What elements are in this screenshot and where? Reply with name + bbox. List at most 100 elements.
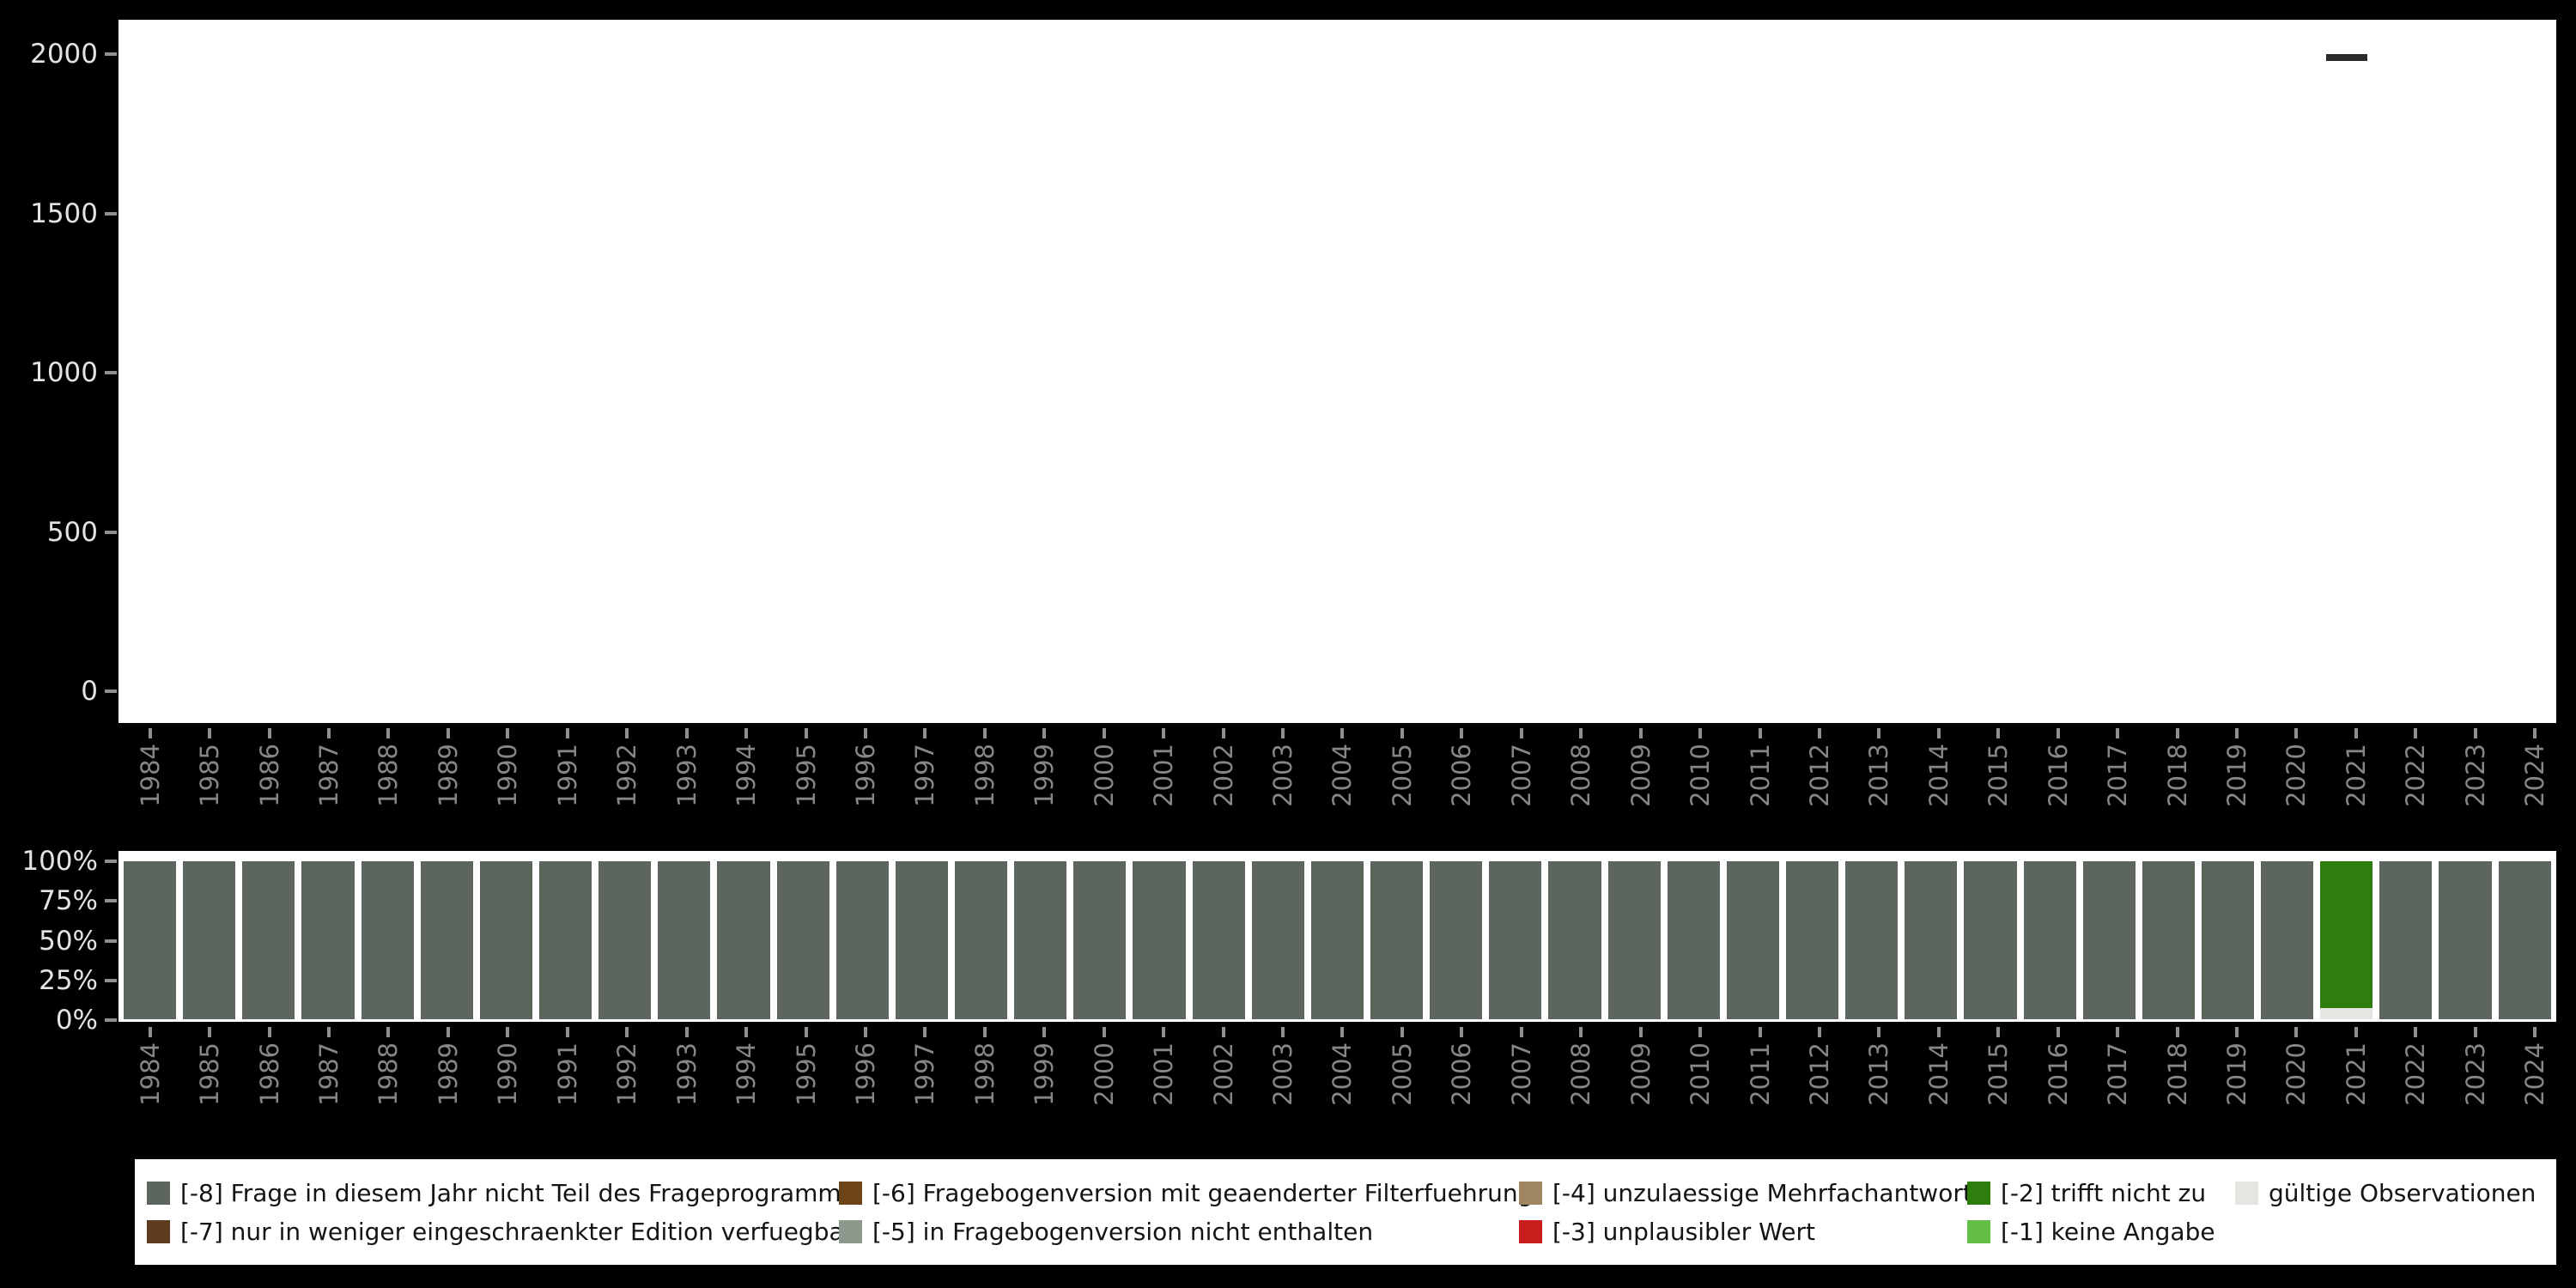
stacked-bar-2013	[1845, 861, 1899, 1019]
year-label: 2018	[2162, 1042, 2192, 1106]
year-label: 2018	[2162, 744, 2192, 807]
x-tick-cell: 2018	[2151, 1027, 2203, 1140]
x-tickmark	[1936, 1027, 1941, 1037]
x-tickmark	[208, 728, 212, 738]
x-tickmark	[2533, 1027, 2537, 1037]
year-label: 1994	[732, 1042, 762, 1106]
x-tick-cell: 2004	[1316, 728, 1369, 841]
x-tick-cell: 1991	[541, 728, 593, 841]
x-tickmark	[1221, 728, 1225, 738]
count-column-2024	[2499, 20, 2551, 723]
year-label: 2004	[1327, 1042, 1358, 1106]
x-tick-cell: 2006	[1436, 1027, 1488, 1140]
x-tick-cell: 1994	[720, 1027, 772, 1140]
count-column-1990	[480, 20, 532, 723]
year-label: 1996	[850, 744, 880, 807]
bar-segment-m8	[479, 861, 532, 1019]
year-label: 2017	[2103, 1042, 2133, 1106]
x-tick-cell: 2018	[2151, 728, 2203, 841]
y-tickmark	[105, 371, 117, 374]
year-label: 2020	[2281, 1042, 2312, 1106]
bar-segment-m8	[420, 861, 473, 1019]
bar-segment-m8	[2498, 861, 2551, 1019]
x-tick-cell: 2004	[1316, 1027, 1369, 1140]
count-column-2022	[2379, 20, 2432, 723]
x-tick-cell: 2008	[1555, 728, 1607, 841]
count-column-2023	[2439, 20, 2491, 723]
year-label: 2012	[1804, 744, 1834, 807]
bar-segment-m8	[1430, 861, 1483, 1019]
x-tickmark	[1400, 728, 1404, 738]
year-label: 1990	[493, 744, 523, 807]
x-tick-cell: 1988	[362, 728, 415, 841]
x-tickmark	[982, 728, 987, 738]
stacked-bar-1995	[776, 861, 829, 1019]
bar-segment-m8	[2261, 861, 2314, 1019]
count-column-2010	[1668, 20, 1720, 723]
x-tick-cell: 2013	[1853, 1027, 1905, 1140]
x-tick-cell: 1988	[362, 1027, 415, 1140]
x-tickmark	[863, 728, 867, 738]
x-tick-cell: 2016	[2032, 728, 2084, 841]
bar-segment-m8	[717, 861, 770, 1019]
x-tick-cell: 2007	[1495, 728, 1547, 841]
y-tick-label: 0	[81, 676, 98, 707]
count-chart-plot-area	[118, 20, 2556, 723]
x-tick-cell: 2002	[1197, 728, 1249, 841]
x-tickmark	[148, 1027, 152, 1037]
x-tickmark	[1638, 728, 1643, 738]
legend-label: [-5] in Fragebogenversion nicht enthalte…	[872, 1217, 1374, 1246]
year-label: 1998	[969, 744, 999, 807]
x-tickmark	[923, 1027, 927, 1037]
year-label: 2003	[1268, 744, 1298, 807]
stacked-bar-1999	[1014, 861, 1067, 1019]
y-tick-label: 500	[46, 516, 98, 548]
x-tickmark	[1340, 1027, 1345, 1037]
year-label: 2022	[2401, 744, 2431, 807]
x-tick-cell: 2022	[2390, 1027, 2442, 1140]
x-tickmark	[267, 728, 271, 738]
stacked-bar-1991	[538, 861, 592, 1019]
x-tickmark	[1758, 728, 1762, 738]
year-label: 1985	[195, 1042, 225, 1106]
x-tick-cell: 2020	[2270, 728, 2323, 841]
stacked-bar-2014	[1905, 861, 1958, 1019]
bar-segment-m8	[1905, 861, 1958, 1019]
stacked-bar-2004	[1310, 861, 1364, 1019]
stacked-bar-1996	[835, 861, 889, 1019]
x-tickmark	[1877, 1027, 1881, 1037]
count-column-1994	[717, 20, 769, 723]
x-tickmark	[208, 1027, 212, 1037]
year-label: 1987	[314, 744, 344, 807]
x-tick-cell: 2003	[1256, 1027, 1309, 1140]
year-label: 1986	[254, 744, 284, 807]
bar-segment-m8	[1726, 861, 1779, 1019]
stacked-bar-1994	[717, 861, 770, 1019]
legend-label: [-4] unzulaessige Mehrfachantwort	[1552, 1178, 1972, 1207]
x-tick-cell: 1996	[839, 1027, 891, 1140]
year-label: 2005	[1387, 1042, 1417, 1106]
x-tickmark	[1162, 728, 1166, 738]
x-tick-cell: 2016	[2032, 1027, 2084, 1140]
bar-segment-m8	[1192, 861, 1245, 1019]
legend-item-m2: [-2] trifft nicht zu	[1967, 1179, 2235, 1207]
bar-segment-m8	[2201, 861, 2255, 1019]
bar-segment-m8	[301, 861, 355, 1019]
year-label: 2005	[1387, 744, 1417, 807]
x-tickmark	[327, 728, 331, 738]
x-tickmark	[684, 728, 689, 738]
count-column-1989	[421, 20, 473, 723]
x-tickmark	[2414, 1027, 2418, 1037]
count-column-2017	[2083, 20, 2136, 723]
x-tick-cell: 2001	[1137, 1027, 1189, 1140]
x-tick-cell: 2010	[1674, 728, 1726, 841]
x-tick-cell: 2024	[2509, 1027, 2561, 1140]
x-tick-cell: 1984	[124, 1027, 176, 1140]
legend-item-valid: gültige Observationen	[2235, 1179, 2556, 1207]
year-label: 1994	[732, 744, 762, 807]
legend-swatch-m2	[1967, 1181, 1990, 1205]
x-tick-cell: 2023	[2449, 728, 2501, 841]
stacked-bar-2015	[1964, 861, 2017, 1019]
bar-segment-m8	[1310, 861, 1364, 1019]
bar-segment-m8	[124, 861, 177, 1019]
